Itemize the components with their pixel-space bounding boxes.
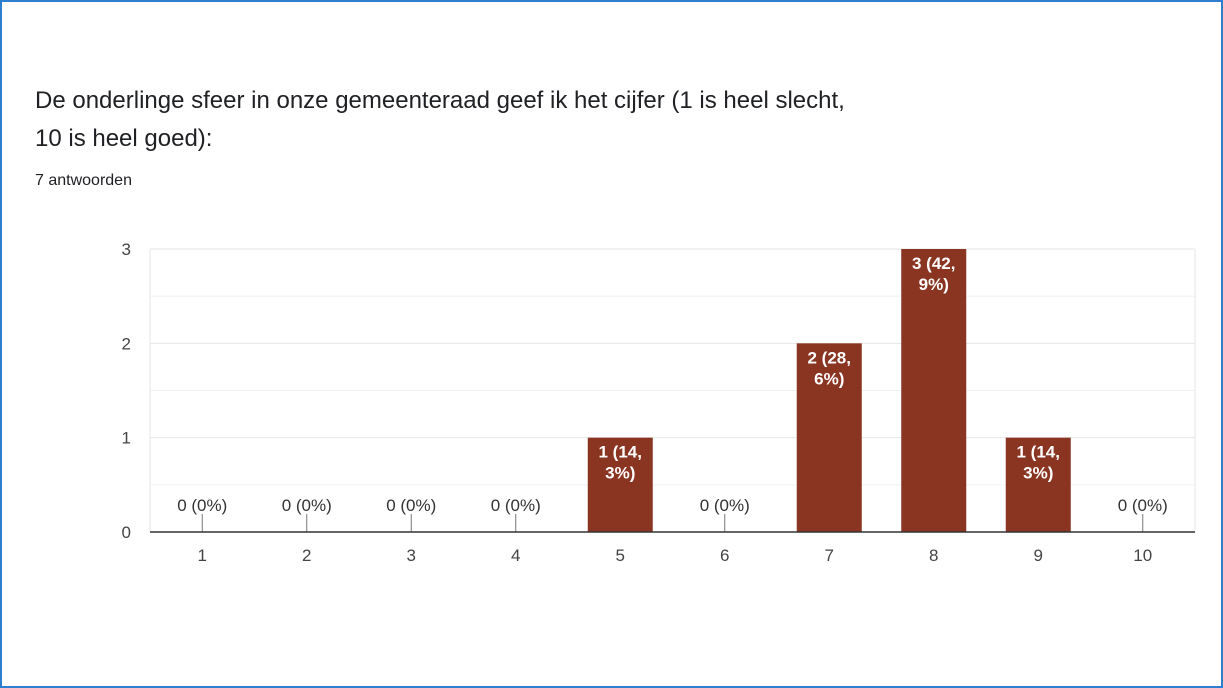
bar — [796, 343, 862, 532]
data-label: 3%) — [605, 464, 635, 483]
y-tick-label: 3 — [122, 240, 131, 259]
data-label: 0 (0%) — [282, 496, 332, 515]
x-tick-label: 5 — [616, 546, 625, 565]
x-tick-label: 2 — [302, 546, 311, 565]
x-tick-label: 9 — [1034, 546, 1043, 565]
x-tick-label: 4 — [511, 546, 520, 565]
data-label: 2 (28, — [808, 348, 851, 367]
data-label: 1 (14, — [1017, 443, 1060, 462]
data-label: 0 (0%) — [700, 496, 750, 515]
x-tick-label: 1 — [198, 546, 207, 565]
x-tick-label: 8 — [929, 546, 938, 565]
x-tick-label: 6 — [720, 546, 729, 565]
x-tick-label: 7 — [825, 546, 834, 565]
data-label: 0 (0%) — [1118, 496, 1168, 515]
y-tick-label: 0 — [122, 523, 131, 542]
x-tick-label: 10 — [1133, 546, 1152, 565]
y-tick-label: 2 — [122, 334, 131, 353]
data-label: 6%) — [814, 369, 844, 388]
bar — [901, 249, 967, 532]
data-label: 3%) — [1023, 464, 1053, 483]
data-label: 0 (0%) — [386, 496, 436, 515]
bar — [587, 437, 653, 532]
bar — [1005, 437, 1071, 532]
data-label: 0 (0%) — [491, 496, 541, 515]
x-tick-label: 3 — [407, 546, 416, 565]
data-label: 9%) — [919, 275, 949, 294]
data-label: 1 (14, — [599, 443, 642, 462]
response-count: 7 antwoorden — [35, 172, 132, 189]
y-tick-label: 1 — [122, 429, 131, 448]
data-label: 3 (42, — [912, 254, 955, 273]
question-title: De onderlinge sfeer in onze gemeenteraad… — [35, 87, 845, 152]
data-label: 0 (0%) — [177, 496, 227, 515]
